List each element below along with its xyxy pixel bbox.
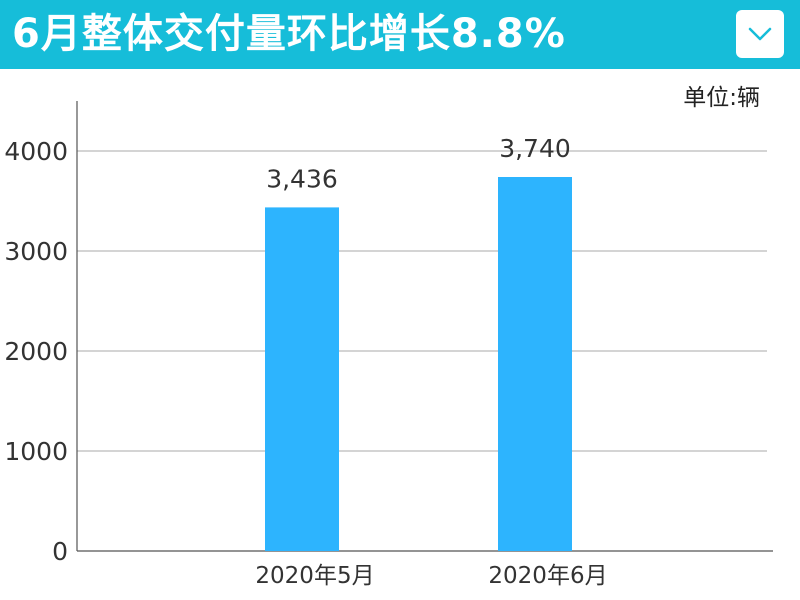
unit-label: 单位:辆 <box>683 85 760 111</box>
y-tick-label: 4000 <box>4 137 68 166</box>
bar-value-label: 3,436 <box>266 164 338 193</box>
x-category-label: 2020年5月 <box>255 563 374 589</box>
y-tick-label: 2000 <box>4 337 68 366</box>
y-tick-label: 1000 <box>4 437 68 466</box>
bar <box>498 177 572 551</box>
y-tick-label: 0 <box>52 537 68 566</box>
expand-dropdown-button[interactable] <box>736 10 784 58</box>
bar <box>265 207 339 551</box>
chart-title: 6月整体交付量环比增长8.8% <box>12 11 566 57</box>
y-tick-label: 3000 <box>4 237 68 266</box>
bar-value-label: 3,740 <box>499 134 571 163</box>
x-category-label: 2020年6月 <box>488 563 607 589</box>
chevron-down-icon <box>748 27 772 41</box>
chart-header: 6月整体交付量环比增长8.8% <box>0 0 800 69</box>
